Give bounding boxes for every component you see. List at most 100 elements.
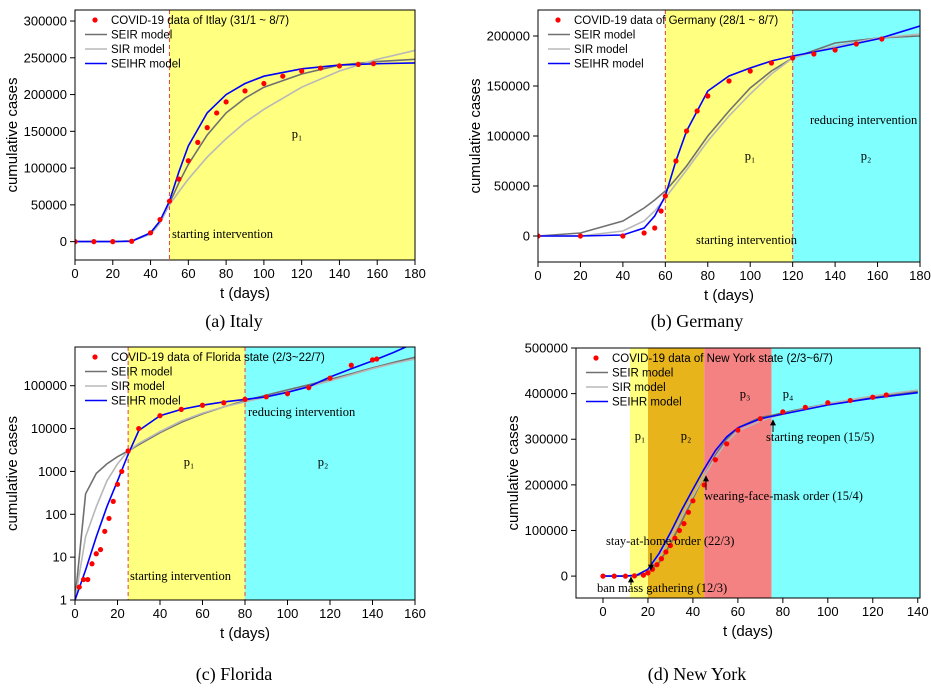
- panel: p₁ 0 20 40 60 80 100 120 140 160 180 0 50000 100000 15…: [4, 9, 426, 332]
- region-label: p₂: [318, 455, 329, 469]
- data-point: [242, 88, 248, 94]
- legend-label: SEIR model: [612, 368, 673, 380]
- legend-label: SEIHR model: [574, 59, 644, 71]
- caption: (b) Germany: [651, 311, 743, 332]
- data-point: [136, 425, 142, 432]
- legend-label: SEIR model: [111, 30, 172, 42]
- y-tick-label: 500000: [525, 341, 568, 356]
- data-point: [883, 392, 889, 398]
- region-label: p₂: [681, 429, 692, 443]
- data-point: [280, 73, 286, 79]
- y-tick-label: 250000: [24, 50, 67, 65]
- y-axis-label: cumulative cases: [505, 415, 522, 530]
- x-tick-label: 80: [776, 604, 790, 619]
- legend-label: SIR model: [574, 44, 628, 56]
- data-point: [620, 233, 626, 239]
- y-tick-label: 50000: [31, 197, 67, 212]
- data-point: [832, 47, 838, 53]
- x-tick-label: 20: [573, 268, 587, 283]
- data-point: [768, 60, 775, 66]
- data-point: [735, 427, 741, 433]
- data-point: [780, 409, 786, 415]
- data-point: [757, 416, 763, 422]
- annotation: reducing intervention: [810, 113, 918, 127]
- data-point: [110, 239, 116, 245]
- data-point: [110, 498, 116, 504]
- data-point: [119, 468, 125, 475]
- x-tick-label: 20: [110, 606, 124, 621]
- data-point: [667, 542, 674, 549]
- data-point: [348, 362, 354, 368]
- legend-symbol: [555, 17, 561, 23]
- data-point: [157, 216, 163, 223]
- data-point: [538, 233, 541, 239]
- legend-symbol: [92, 17, 98, 23]
- plot-area: [600, 348, 920, 598]
- y-tick-label: 400000: [525, 386, 568, 401]
- x-tick-label: 60: [181, 266, 195, 281]
- region: [704, 348, 772, 598]
- data-point: [870, 394, 876, 400]
- data-point: [622, 573, 629, 579]
- x-tick-label: 0: [534, 268, 541, 283]
- x-tick-label: 0: [599, 604, 606, 619]
- data-point: [185, 158, 191, 164]
- data-point: [204, 125, 210, 131]
- data-point: [106, 515, 112, 522]
- data-point: [261, 80, 267, 87]
- legend-symbol: [593, 355, 599, 361]
- data-point: [284, 391, 291, 397]
- data-point: [802, 404, 808, 410]
- data-point: [223, 99, 229, 105]
- legend-label: COVID-19 data of Itlay (31/1 ~ 8/7): [111, 15, 289, 27]
- region: [771, 348, 920, 598]
- data-point: [672, 535, 678, 541]
- data-point: [640, 572, 647, 578]
- x-tick-label: 0: [71, 266, 78, 281]
- plot-area: [538, 10, 920, 262]
- plot-area: [75, 10, 415, 260]
- x-tick-label: 120: [291, 266, 313, 281]
- legend-label: SIR model: [111, 381, 165, 393]
- data-point: [685, 509, 692, 515]
- data-point: [645, 570, 651, 576]
- data-point: [129, 238, 135, 244]
- x-tick-label: 120: [862, 604, 884, 619]
- data-point: [199, 402, 206, 408]
- x-tick-label: 80: [701, 268, 715, 283]
- x-tick-label: 100: [253, 266, 275, 281]
- legend-label: SIR model: [612, 382, 666, 394]
- x-axis-label: t (days): [723, 623, 773, 640]
- model-line: [75, 347, 408, 600]
- data-point: [701, 482, 707, 488]
- panel: p₁ p₂ 0 20 40 60 80 100 120 140 160 1 10 100 1000 10000…: [4, 346, 426, 685]
- x-tick-label: 40: [686, 604, 700, 619]
- data-point: [658, 208, 664, 214]
- x-tick-label: 20: [641, 604, 655, 619]
- legend-label: SEIR model: [111, 367, 172, 379]
- annotation: starting intervention: [130, 569, 232, 583]
- data-point: [355, 61, 361, 68]
- x-tick-label: 40: [143, 266, 157, 281]
- data-point: [263, 394, 269, 400]
- data-point: [663, 549, 669, 555]
- data-point: [683, 128, 690, 134]
- data-point: [369, 357, 376, 363]
- data-point: [879, 36, 885, 42]
- region: [665, 10, 793, 262]
- region-label: p₁: [184, 455, 195, 469]
- x-tick-label: 100: [739, 268, 761, 283]
- data-point: [712, 457, 718, 463]
- y-tick-label: 100000: [487, 129, 530, 144]
- caption: (d) New York: [648, 664, 747, 685]
- x-tick-label: 160: [366, 266, 388, 281]
- data-point: [654, 562, 660, 568]
- model-line: [603, 391, 918, 577]
- x-tick-label: 160: [867, 268, 889, 283]
- data-point: [673, 158, 679, 164]
- data-point: [658, 556, 665, 562]
- data-point: [811, 51, 817, 57]
- legend-label: SEIHR model: [612, 397, 682, 409]
- legend-label: COVID-19 data of New York state (2/3~6/7…: [612, 353, 833, 365]
